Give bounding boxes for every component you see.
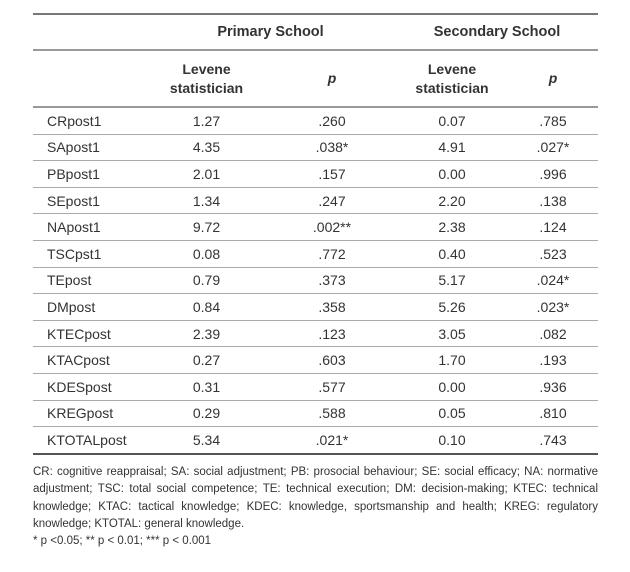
levene-secondary-cell: 5.17 — [396, 267, 508, 295]
levene-secondary-cell: 2.20 — [396, 187, 508, 215]
variable-cell: NApost1 — [33, 213, 145, 241]
p-primary-cell: .038* — [268, 134, 396, 162]
empty-subheader — [33, 50, 145, 108]
p-primary-cell: .157 — [268, 160, 396, 188]
variable-cell: KTOTALpost — [33, 426, 145, 455]
levene-table: Primary School Secondary School Levene s… — [33, 13, 598, 455]
p-secondary-cell: .082 — [508, 320, 598, 348]
table-row: SEpost1 1.34.247 2.20.138 — [33, 187, 598, 215]
table-row: SApost1 4.35.038* 4.91.027* — [33, 134, 598, 162]
levene-primary-cell: 4.35 — [145, 134, 268, 162]
p-primary-cell: .588 — [268, 400, 396, 428]
variable-cell: KREGpost — [33, 400, 145, 428]
secondary-school-header: Secondary School — [396, 13, 598, 51]
table-row: KTACpost 0.27.603 1.70.193 — [33, 346, 598, 374]
p-secondary-cell: .124 — [508, 213, 598, 241]
p-primary-cell: .002** — [268, 213, 396, 241]
table-row: CRpost1 1.27.260 0.07.785 — [33, 107, 598, 135]
variable-cell: TEpost — [33, 267, 145, 295]
primary-school-header: Primary School — [145, 13, 396, 51]
p-secondary-cell: .785 — [508, 107, 598, 135]
levene-primary-cell: 0.27 — [145, 346, 268, 374]
sub-header-row: Levene statistician p Levene statisticia… — [33, 50, 598, 108]
p-primary-cell: .772 — [268, 240, 396, 268]
variable-cell: KTACpost — [33, 346, 145, 374]
levene-header-secondary: Levene statistician — [396, 50, 508, 108]
abbreviation-note: CR: cognitive reappraisal; SA: social ad… — [33, 466, 598, 530]
levene-secondary-cell: 1.70 — [396, 346, 508, 374]
p-header-primary: p — [268, 50, 396, 108]
variable-cell: PBpost1 — [33, 160, 145, 188]
variable-cell: KDESpost — [33, 373, 145, 401]
levene-secondary-cell: 5.26 — [396, 293, 508, 321]
p-primary-cell: .123 — [268, 320, 396, 348]
p-primary-cell: .358 — [268, 293, 396, 321]
p-secondary-cell: .193 — [508, 346, 598, 374]
p-secondary-cell: .024* — [508, 267, 598, 295]
variable-cell: SApost1 — [33, 134, 145, 162]
p-primary-cell: .577 — [268, 373, 396, 401]
p-header-secondary: p — [508, 50, 598, 108]
p-secondary-cell: .936 — [508, 373, 598, 401]
levene-header-primary: Levene statistician — [145, 50, 268, 108]
levene-primary-cell: 0.29 — [145, 400, 268, 428]
group-header-row: Primary School Secondary School — [33, 13, 598, 51]
levene-primary-cell: 9.72 — [145, 213, 268, 241]
levene-secondary-cell: 0.10 — [396, 426, 508, 455]
levene-secondary-cell: 2.38 — [396, 213, 508, 241]
p-secondary-cell: .743 — [508, 426, 598, 455]
levene-secondary-cell: 0.00 — [396, 160, 508, 188]
significance-note: * p <0.05; ** p < 0.01; *** p < 0.001 — [33, 535, 212, 548]
levene-secondary-cell: 0.05 — [396, 400, 508, 428]
p-secondary-cell: .138 — [508, 187, 598, 215]
table-row: DMpost 0.84.358 5.26.023* — [33, 293, 598, 321]
levene-primary-cell: 0.79 — [145, 267, 268, 295]
p-secondary-cell: .523 — [508, 240, 598, 268]
variable-cell: SEpost1 — [33, 187, 145, 215]
levene-secondary-cell: 0.40 — [396, 240, 508, 268]
levene-primary-cell: 2.39 — [145, 320, 268, 348]
table-row: KTECpost 2.39.123 3.05.082 — [33, 320, 598, 348]
p-secondary-cell: .027* — [508, 134, 598, 162]
levene-table-container: Primary School Secondary School Levene s… — [33, 13, 598, 455]
table-row: TSCpst1 0.08.772 0.40.523 — [33, 240, 598, 268]
table-row: NApost1 9.72.002** 2.38.124 — [33, 213, 598, 241]
p-primary-cell: .260 — [268, 107, 396, 135]
p-primary-cell: .247 — [268, 187, 396, 215]
p-primary-cell: .021* — [268, 426, 396, 455]
p-secondary-cell: .996 — [508, 160, 598, 188]
p-primary-cell: .373 — [268, 267, 396, 295]
levene-secondary-cell: 4.91 — [396, 134, 508, 162]
p-secondary-cell: .023* — [508, 293, 598, 321]
table-row: KREGpost 0.29.588 0.05.810 — [33, 400, 598, 428]
p-secondary-cell: .810 — [508, 400, 598, 428]
levene-primary-cell: 0.84 — [145, 293, 268, 321]
table-notes: CR: cognitive reappraisal; SA: social ad… — [33, 464, 598, 550]
empty-header — [33, 13, 145, 51]
levene-primary-cell: 1.34 — [145, 187, 268, 215]
variable-cell: TSCpst1 — [33, 240, 145, 268]
table-row: KTOTALpost 5.34.021* 0.10.743 — [33, 426, 598, 455]
levene-primary-cell: 0.31 — [145, 373, 268, 401]
table-row: TEpost 0.79.373 5.17.024* — [33, 267, 598, 295]
table-row: KDESpost 0.31.577 0.00.936 — [33, 373, 598, 401]
levene-primary-cell: 5.34 — [145, 426, 268, 455]
levene-secondary-cell: 3.05 — [396, 320, 508, 348]
levene-secondary-cell: 0.00 — [396, 373, 508, 401]
variable-cell: KTECpost — [33, 320, 145, 348]
variable-cell: DMpost — [33, 293, 145, 321]
levene-primary-cell: 2.01 — [145, 160, 268, 188]
p-primary-cell: .603 — [268, 346, 396, 374]
table-row: PBpost1 2.01.157 0.00.996 — [33, 160, 598, 188]
levene-primary-cell: 0.08 — [145, 240, 268, 268]
variable-cell: CRpost1 — [33, 107, 145, 135]
levene-primary-cell: 1.27 — [145, 107, 268, 135]
levene-secondary-cell: 0.07 — [396, 107, 508, 135]
